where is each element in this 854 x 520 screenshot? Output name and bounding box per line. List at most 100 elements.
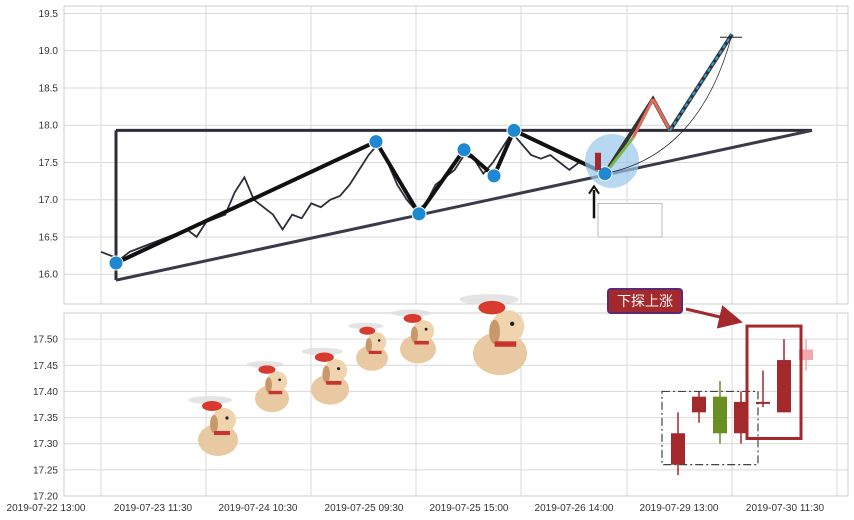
dog-eye [377,339,381,342]
projection-segment-final-dash [669,33,733,131]
pattern-point-marker [411,206,427,222]
projection-arc [604,34,733,175]
top-panel-grid [64,6,848,304]
price-series-line [100,131,599,261]
x-tick-label: 2019-07-26 14:00 [535,503,614,514]
bottom-y-tick-label: 17.50 [33,335,58,346]
dog-propeller [188,396,232,404]
bottom-panel-frame [63,312,849,497]
dog-propeller [459,294,519,305]
decorative-dogs [188,294,527,456]
dog-head [367,332,387,352]
top-y-axis: 16.0 16.5 17.0 17.5 18.0 18.5 19.0 19.5 [39,9,59,281]
bottom-y-tick-label: 17.45 [33,361,58,372]
dog-eye [424,327,428,331]
x-tick-label: 2019-07-22 13:00 [7,503,86,514]
dog-ear [365,338,372,353]
bottom-y-tick-label: 17.20 [33,492,58,503]
projection-segment-red [631,98,655,139]
x-axis: 2019-07-22 13:00 2019-07-23 11:30 2019-07-… [7,503,825,514]
dog-propeller [301,347,344,356]
callout-arrow [685,305,743,329]
callout-box [607,288,683,314]
dog-ear [410,326,418,343]
dog-ear [210,415,218,433]
top-y-tick-label: 18.0 [39,121,59,132]
dog-collar [214,431,230,435]
top-panel-marks [100,33,813,282]
dog-propeller [391,309,431,317]
dog-collar [326,380,342,385]
top-y-tick-label: 16.0 [39,270,59,281]
bottom-panel-grid [64,313,848,497]
pattern-zigzag-line [115,128,606,265]
top-y-tick-label: 19.0 [39,46,59,57]
top-y-tick-label: 17.0 [39,195,59,206]
callout-label: 下探上涨 [617,294,673,310]
dog-eye [225,416,229,420]
dog-eye [509,321,515,326]
dog-collar [414,340,429,345]
candle-body [734,401,748,434]
dog-helicopter-hat [403,313,422,323]
projection-segment-green [603,136,635,175]
x-tick-label: 2019-07-29 13:00 [640,503,719,514]
thumbnail-box [597,202,663,238]
dog-helicopter-hat [314,352,334,362]
dog-helicopter-hat [258,365,276,374]
dog-head [491,310,525,343]
x-tick-label: 2019-07-24 10:30 [219,503,298,514]
candle-body [713,396,727,434]
pattern-point-marker [506,122,522,138]
pattern-point-marker [108,255,124,271]
x-tick-label: 2019-07-25 09:30 [325,503,404,514]
candle-body [692,396,706,413]
x-tick-label: 2019-07-30 11:30 [746,503,825,514]
candle-body [777,360,791,413]
candle-body [756,401,770,404]
dog-head [412,320,435,342]
dog-helicopter-hat [478,300,506,315]
dog-head [212,408,236,432]
breakout-box [745,324,803,440]
dog-head [324,359,348,382]
breakout-up-arrowhead [588,184,600,195]
dog-ear [489,319,500,345]
top-y-tick-label: 18.5 [39,83,59,94]
callout-badge: 下探上涨 [607,288,683,314]
bottom-y-tick-label: 17.35 [33,413,58,424]
dog-propeller [348,322,384,330]
pattern-point-marker [597,166,613,182]
dog-eye [278,378,282,382]
pattern-point-marker [456,142,472,158]
bottom-y-tick-label: 17.25 [33,465,58,476]
dog-helicopter-hat [202,401,222,411]
top-y-tick-label: 17.5 [39,158,59,169]
dog-head [266,371,288,392]
consolidation-box [661,390,759,466]
dog-ear [322,365,331,383]
dog-eye [337,367,341,371]
dog-collar [368,350,382,354]
candle-body [799,349,813,361]
bottom-panel-marks [661,324,813,476]
dog-ear [265,377,272,393]
top-panel-frame [63,5,849,305]
x-tick-label: 2019-07-23 11:30 [114,503,193,514]
breakout-candle [595,152,601,170]
dog-helicopter-hat [359,326,376,335]
dog-collar [268,390,283,395]
bottom-y-tick-label: 17.40 [33,387,58,398]
support-trend-line [115,128,813,282]
dog-collar [494,341,517,347]
x-tick-label: 2019-07-25 15:00 [430,503,509,514]
candle-body [671,433,685,465]
projection-segment-red-down [651,98,672,132]
pattern-point-marker [368,134,384,150]
dog-propeller [246,361,284,368]
pattern-point-marker [486,168,502,184]
bottom-y-axis: 17.20 17.25 17.30 17.35 17.40 17.45 17.50 [33,335,58,503]
top-y-tick-label: 16.5 [39,232,59,243]
top-y-tick-label: 19.5 [39,9,59,20]
